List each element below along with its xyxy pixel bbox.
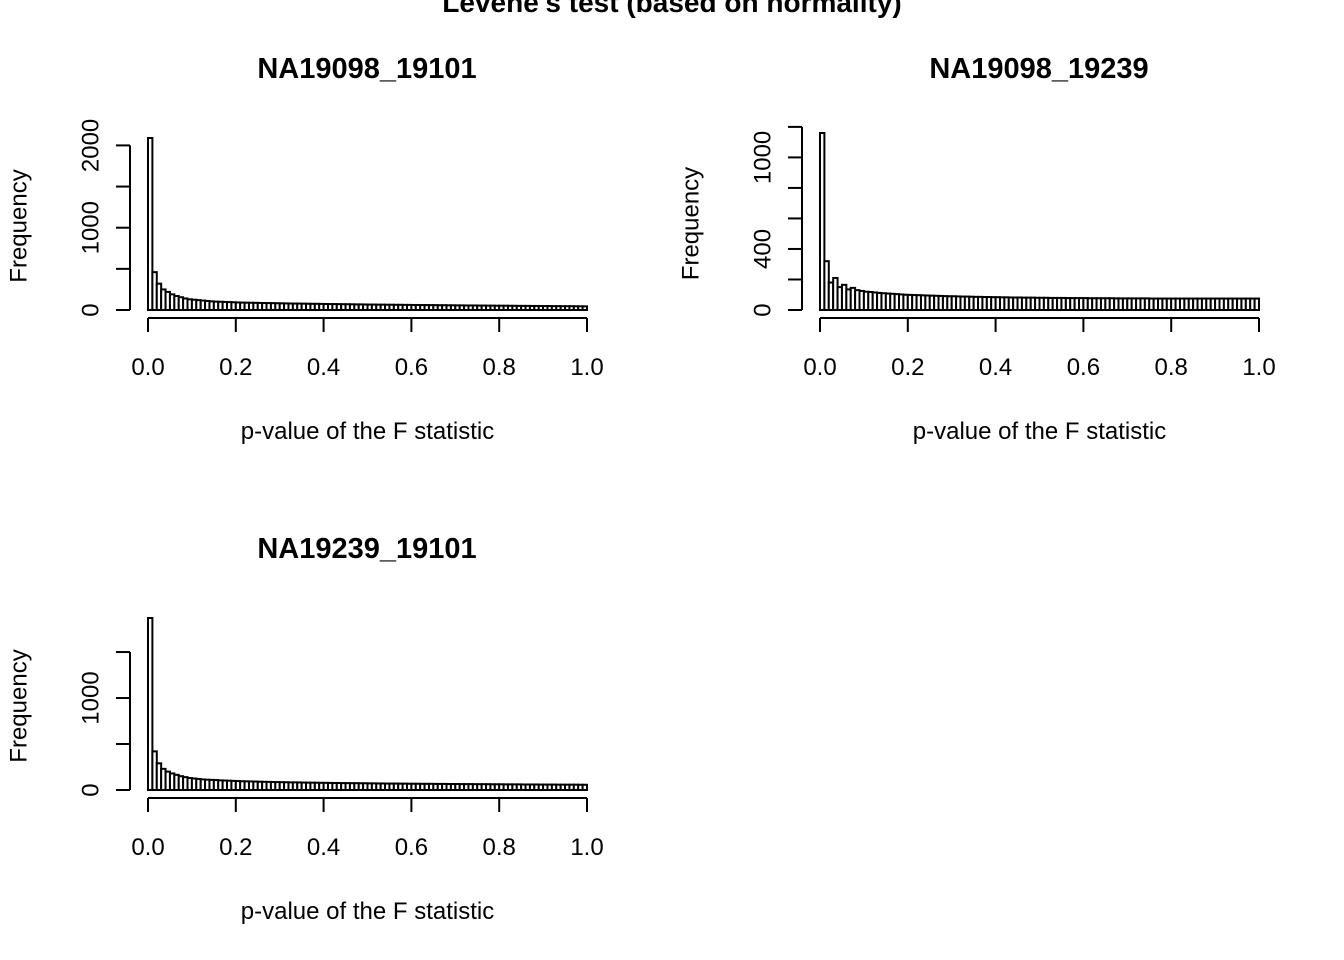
histogram-bar (819, 132, 826, 311)
x-tick-label: 0.4 (307, 354, 340, 381)
panel-title: NA19098_19101 (257, 53, 476, 85)
histogram-bar (147, 137, 154, 311)
x-tick-label: 1.0 (1242, 354, 1275, 381)
x-tick-label: 0.4 (979, 354, 1012, 381)
y-tick-label: 0 (77, 303, 104, 316)
y-tick-label: 1000 (77, 671, 104, 724)
x-tick-label: 0.6 (395, 834, 428, 861)
histogram-panel-na19098-19101: NA19098_19101 0 1000 2000 Frequency 0.0 0.2 0.4… (5, 53, 603, 445)
x-tick-label: 0.6 (1067, 354, 1100, 381)
histogram-bar (581, 783, 588, 791)
y-axis-label: Frequency (5, 649, 32, 762)
y-tick-label: 0 (749, 303, 776, 316)
y-tick-label: 1000 (77, 201, 104, 254)
x-axis-label: p-value of the F statistic (913, 418, 1166, 445)
x-axis-label: p-value of the F statistic (241, 418, 494, 445)
x-tick-label: 0.0 (803, 354, 836, 381)
x-tick-label: 1.0 (570, 354, 603, 381)
y-tick-label: 0 (77, 783, 104, 796)
x-tick-label: 0.2 (219, 354, 252, 381)
histogram-bar (581, 305, 588, 311)
x-tick-label: 0.6 (395, 354, 428, 381)
y-tick-label: 2000 (77, 119, 104, 172)
histogram-panel-na19239-19101: NA19239_19101 0 1000 Frequency 0.0 0.2 0.4 0.6 0… (5, 533, 603, 925)
x-tick-label: 0.0 (131, 834, 164, 861)
x-tick-label: 0.8 (483, 834, 516, 861)
histogram-bar (1253, 297, 1260, 311)
y-axis-label: Frequency (5, 169, 32, 282)
panel-title: NA19239_19101 (257, 533, 476, 565)
y-tick-label: 1000 (749, 131, 776, 184)
x-axis-label: p-value of the F statistic (241, 898, 494, 925)
x-tick-label: 1.0 (570, 834, 603, 861)
x-tick-label: 0.2 (219, 834, 252, 861)
x-tick-label: 0.8 (483, 354, 516, 381)
x-tick-label: 0.4 (307, 834, 340, 861)
histogram-bar (147, 617, 154, 791)
x-tick-label: 0.8 (1155, 354, 1188, 381)
panel-title: NA19098_19239 (929, 53, 1148, 85)
x-tick-label: 0.2 (891, 354, 924, 381)
y-axis-label: Frequency (677, 167, 704, 280)
figure-title: Levene's test (based on normality) (442, 0, 901, 18)
x-tick-label: 0.0 (131, 354, 164, 381)
y-tick-label: 400 (749, 229, 776, 269)
histogram-panel-na19098-19239: NA19098_19239 0 400 1000 Frequency 0.0 0.2 0.4 0… (677, 53, 1275, 445)
